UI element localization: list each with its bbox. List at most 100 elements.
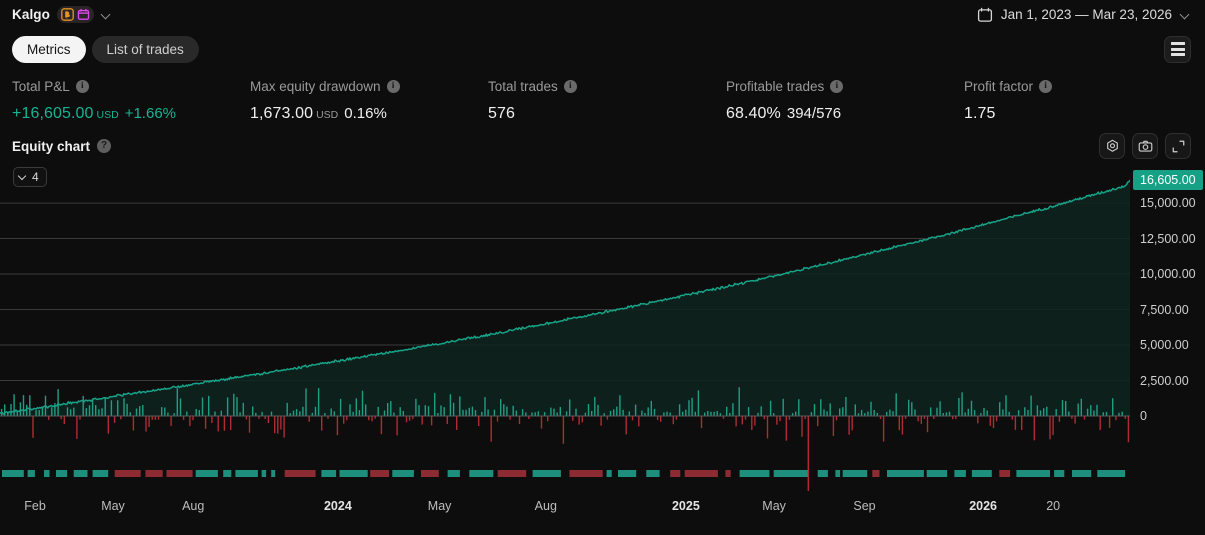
chart-title-group: Equity chart ? bbox=[12, 139, 112, 154]
asset-badges[interactable] bbox=[57, 6, 95, 23]
info-icon[interactable]: i bbox=[563, 80, 577, 93]
profit-bar bbox=[91, 399, 94, 416]
profit-bar bbox=[525, 412, 527, 416]
profit-bar bbox=[842, 407, 844, 416]
camera-icon[interactable] bbox=[1132, 133, 1158, 159]
loss-bar bbox=[901, 416, 904, 435]
loss-bar bbox=[1058, 416, 1061, 422]
loss-bar bbox=[421, 416, 423, 425]
profit-bar bbox=[534, 412, 536, 416]
fullscreen-icon[interactable] bbox=[1165, 133, 1191, 159]
profit-bar bbox=[666, 411, 668, 416]
profit-bar bbox=[945, 412, 948, 416]
profit-bar bbox=[443, 407, 445, 416]
y-axis-tick: 2,500.00 bbox=[1140, 373, 1189, 388]
loss-bar bbox=[807, 416, 809, 491]
loss-bar bbox=[835, 416, 838, 421]
metric-value: +16,605.00 bbox=[12, 105, 94, 122]
trade-marker-loss bbox=[421, 470, 439, 477]
profit-bar bbox=[691, 397, 693, 416]
profit-bar bbox=[986, 410, 988, 416]
profit-bar bbox=[537, 411, 539, 416]
profit-bar bbox=[1017, 410, 1020, 416]
loss-bar bbox=[60, 416, 62, 420]
x-axis-tick: 2024 bbox=[323, 499, 352, 513]
metric-header: Total trades i bbox=[488, 77, 708, 96]
profit-bar bbox=[110, 400, 113, 416]
metric-label: Profit factor bbox=[964, 79, 1034, 94]
profit-bar bbox=[782, 398, 784, 416]
profit-bar bbox=[707, 411, 709, 416]
profit-bar bbox=[201, 397, 204, 416]
profit-bar bbox=[427, 406, 430, 416]
info-icon[interactable]: i bbox=[75, 80, 89, 93]
loss-bar bbox=[170, 416, 172, 426]
profit-bar bbox=[889, 409, 891, 416]
info-icon[interactable]: i bbox=[830, 80, 844, 93]
profit-bar bbox=[930, 407, 932, 416]
loss-bar bbox=[1071, 416, 1073, 419]
metric-label: Total P&L bbox=[12, 79, 70, 94]
metric-values: 1.75 bbox=[964, 105, 1052, 123]
loss-bar bbox=[496, 416, 499, 422]
profit-bar bbox=[139, 406, 141, 416]
tab-metrics[interactable]: Metrics bbox=[12, 35, 86, 63]
profit-bar bbox=[13, 394, 15, 416]
loss-bar bbox=[1049, 416, 1051, 440]
profit-bar bbox=[415, 398, 417, 416]
brand-group[interactable]: Kalgo bbox=[12, 6, 112, 23]
profit-bar bbox=[958, 397, 960, 416]
info-icon[interactable]: i bbox=[1039, 80, 1053, 93]
question-mark-icon[interactable]: ? bbox=[97, 139, 112, 153]
loss-bar bbox=[656, 416, 659, 420]
chevron-down-icon[interactable] bbox=[101, 9, 112, 20]
loss-bar bbox=[1108, 416, 1111, 428]
profit-bar bbox=[1024, 407, 1026, 416]
metric-values: 68.40% 394/576 bbox=[726, 105, 946, 123]
loss-bar bbox=[766, 416, 769, 439]
equity-chart[interactable]: 4 16,605.00 0 2,500.00 5,000.00 7,500.00 10,… bbox=[0, 161, 1205, 491]
profit-bar bbox=[704, 412, 706, 416]
profit-bar bbox=[462, 409, 464, 416]
profit-bar bbox=[104, 397, 106, 416]
profit-bar bbox=[69, 409, 72, 416]
profit-bar bbox=[4, 404, 6, 416]
loss-bar bbox=[380, 416, 383, 435]
profit-bar bbox=[236, 397, 238, 416]
settings-icon[interactable] bbox=[1099, 133, 1125, 159]
tab-list-of-trades[interactable]: List of trades bbox=[91, 35, 199, 63]
date-range-picker[interactable]: Jan 1, 2023 — Mar 23, 2026 bbox=[977, 7, 1191, 23]
profit-bar bbox=[854, 404, 856, 416]
loss-bar bbox=[751, 416, 753, 430]
info-icon[interactable]: i bbox=[386, 80, 400, 93]
profit-bar bbox=[1008, 411, 1010, 416]
profit-bar bbox=[214, 411, 216, 416]
profit-bar bbox=[584, 412, 587, 416]
trade-marker-win bbox=[261, 470, 267, 477]
profit-bar bbox=[591, 410, 593, 416]
list-menu-icon[interactable] bbox=[1164, 35, 1191, 63]
profit-bar bbox=[299, 411, 301, 416]
x-axis: Feb May Aug 2024 May Aug 2025 May Sep 2026 20 bbox=[0, 491, 1205, 527]
profit-bar bbox=[597, 404, 599, 416]
profit-bar bbox=[999, 402, 1001, 416]
loss-bar bbox=[660, 416, 662, 422]
y-axis-tick: 10,000.00 bbox=[1140, 267, 1196, 282]
profit-bar bbox=[663, 412, 665, 416]
profit-bar bbox=[1080, 398, 1082, 416]
trade-marker-win bbox=[887, 470, 924, 477]
loss-bar bbox=[32, 416, 34, 438]
profit-bar bbox=[873, 409, 875, 416]
profit-bar bbox=[198, 410, 200, 416]
profit-bar bbox=[688, 400, 690, 416]
profit-bar bbox=[616, 406, 618, 416]
profit-bar bbox=[685, 409, 687, 416]
loss-bar bbox=[1074, 416, 1076, 424]
profit-bar bbox=[402, 410, 404, 416]
profit-bar bbox=[650, 400, 652, 416]
trade-marker-loss bbox=[872, 470, 880, 477]
series-count-selector[interactable]: 4 bbox=[13, 167, 47, 187]
trade-marker-win bbox=[954, 470, 966, 477]
metric-unit: USD bbox=[316, 109, 339, 121]
